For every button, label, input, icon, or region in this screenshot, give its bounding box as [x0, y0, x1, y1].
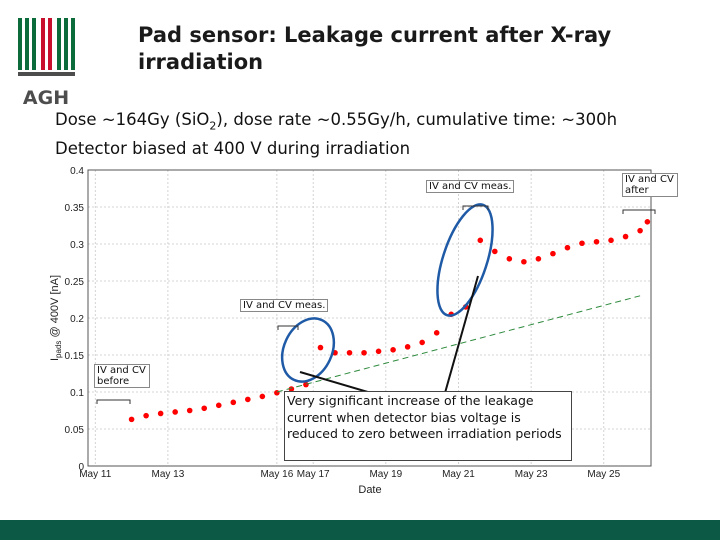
y-tick-label: 0.4: [70, 166, 84, 177]
x-tick-label: May 25: [587, 469, 620, 480]
dose-info-sub: 2: [209, 119, 217, 133]
logo-text: AGH: [23, 87, 69, 109]
logo-emblem: [18, 18, 75, 76]
data-point: [608, 237, 614, 244]
data-point: [579, 240, 585, 247]
y-axis-title-rest: @ 400V [nA]: [49, 275, 61, 341]
data-point: [361, 349, 367, 356]
x-tick-label: May 11: [79, 469, 111, 480]
data-point: [375, 348, 382, 355]
data-point: [245, 396, 251, 403]
bracket-meas-1: [277, 325, 299, 330]
trend-line: [276, 295, 641, 393]
y-tick-label: 0.2: [70, 314, 84, 325]
data-point: [186, 407, 193, 414]
data-point: [303, 381, 309, 388]
data-point: [201, 405, 208, 412]
data-point: [157, 410, 164, 417]
bias-info: Detector biased at 400 V during irradiat…: [55, 139, 411, 158]
bracket-before: [96, 399, 131, 404]
data-point: [644, 219, 651, 225]
data-point: [404, 344, 411, 350]
y-tick-label: 0.15: [65, 351, 85, 362]
data-point: [317, 344, 324, 351]
slide-title: Pad sensor: Leakage current after X-ray …: [138, 23, 612, 74]
x-tick-label: May 21: [442, 469, 475, 480]
data-point: [390, 347, 396, 353]
y-axis-title-sub: pads: [54, 341, 63, 358]
bracket-after: [622, 209, 656, 214]
data-point: [346, 349, 353, 356]
label-iv-meas-2: IV and CV meas.: [426, 180, 515, 193]
highlight-ellipse-2: [436, 203, 494, 317]
data-point: [419, 339, 425, 346]
data-point: [288, 386, 295, 392]
data-point: [274, 389, 280, 396]
x-tick-label: May 13: [152, 469, 185, 480]
y-tick-label: 0.3: [70, 240, 84, 251]
data-series: [128, 219, 651, 423]
data-point: [433, 330, 440, 336]
data-point: [172, 409, 178, 415]
x-tick-label: May 17: [297, 469, 330, 480]
y-axis-title-main: I: [49, 358, 61, 361]
label-iv-meas-1: IV and CV meas.: [240, 299, 329, 312]
data-point: [521, 258, 527, 265]
callout-arrow-2: [442, 275, 479, 401]
x-tick-label: May 16: [260, 469, 293, 480]
data-point: [492, 248, 498, 255]
x-tick-label: May 23: [515, 469, 548, 480]
label-iv-after: IV and CV after: [622, 173, 678, 197]
dose-info-pre: Dose ~164Gy (SiO: [55, 110, 210, 129]
data-point: [259, 393, 266, 400]
data-point: [128, 416, 135, 423]
plot-frame: [87, 169, 652, 467]
y-tick-label: 0: [78, 462, 84, 473]
dose-info: Dose ~164Gy (SiO2), dose rate ~0.55Gy/h,…: [55, 110, 617, 132]
footer-bar: [0, 520, 720, 540]
y-axis-title: Ipads @ 400V [nA]: [49, 275, 63, 361]
dose-info-post: ), dose rate ~0.55Gy/h, cumulative time:…: [216, 110, 618, 129]
x-axis-title: Date: [358, 484, 381, 496]
data-point: [593, 238, 600, 245]
data-point: [564, 244, 571, 251]
bracket-meas-2: [462, 205, 489, 210]
highlight-ellipse-1: [280, 317, 336, 383]
agh-logo: AGH: [18, 18, 75, 109]
data-point: [215, 402, 222, 409]
x-axis: May 11 May 13 May 16 May 17 May 19 May 21 May …: [79, 469, 620, 480]
data-point: [506, 255, 513, 262]
data-point: [477, 237, 484, 244]
y-axis: 0 0.05 0.1 0.15 0.2 0.25 0.3 0.35 0.4: [65, 166, 85, 473]
y-tick-label: 0.35: [65, 203, 85, 214]
label-iv-before: IV and CV before: [94, 364, 150, 388]
data-point: [550, 250, 556, 257]
y-tick-label: 0.05: [65, 425, 85, 436]
y-tick-label: 0.1: [70, 388, 84, 399]
y-tick-label: 0.25: [65, 277, 85, 288]
data-point: [637, 227, 643, 234]
data-point: [535, 255, 542, 262]
callout-box: Very significant increase of the leakage…: [284, 391, 572, 461]
data-point: [230, 399, 237, 406]
data-point: [143, 412, 149, 419]
data-point: [622, 233, 629, 240]
x-tick-label: May 19: [369, 469, 402, 480]
